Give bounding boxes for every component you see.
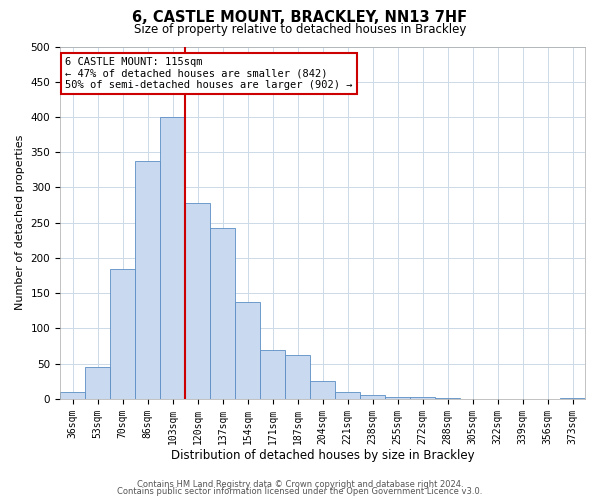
X-axis label: Distribution of detached houses by size in Brackley: Distribution of detached houses by size …: [171, 450, 475, 462]
Bar: [410, 397, 435, 399]
Bar: [310, 380, 335, 399]
Bar: [185, 203, 210, 399]
Bar: [160, 117, 185, 399]
Bar: [235, 302, 260, 399]
Bar: [435, 398, 460, 399]
Bar: [85, 366, 110, 399]
Bar: [60, 392, 85, 399]
Bar: [210, 228, 235, 399]
Text: 6, CASTLE MOUNT, BRACKLEY, NN13 7HF: 6, CASTLE MOUNT, BRACKLEY, NN13 7HF: [133, 10, 467, 25]
Bar: [335, 392, 360, 399]
Bar: [560, 398, 585, 399]
Text: Contains public sector information licensed under the Open Government Licence v3: Contains public sector information licen…: [118, 487, 482, 496]
Y-axis label: Number of detached properties: Number of detached properties: [15, 135, 25, 310]
Text: Contains HM Land Registry data © Crown copyright and database right 2024.: Contains HM Land Registry data © Crown c…: [137, 480, 463, 489]
Bar: [385, 397, 410, 399]
Bar: [285, 354, 310, 399]
Bar: [110, 268, 135, 399]
Bar: [360, 396, 385, 399]
Bar: [135, 160, 160, 399]
Bar: [260, 350, 285, 399]
Text: Size of property relative to detached houses in Brackley: Size of property relative to detached ho…: [134, 22, 466, 36]
Text: 6 CASTLE MOUNT: 115sqm
← 47% of detached houses are smaller (842)
50% of semi-de: 6 CASTLE MOUNT: 115sqm ← 47% of detached…: [65, 57, 353, 90]
